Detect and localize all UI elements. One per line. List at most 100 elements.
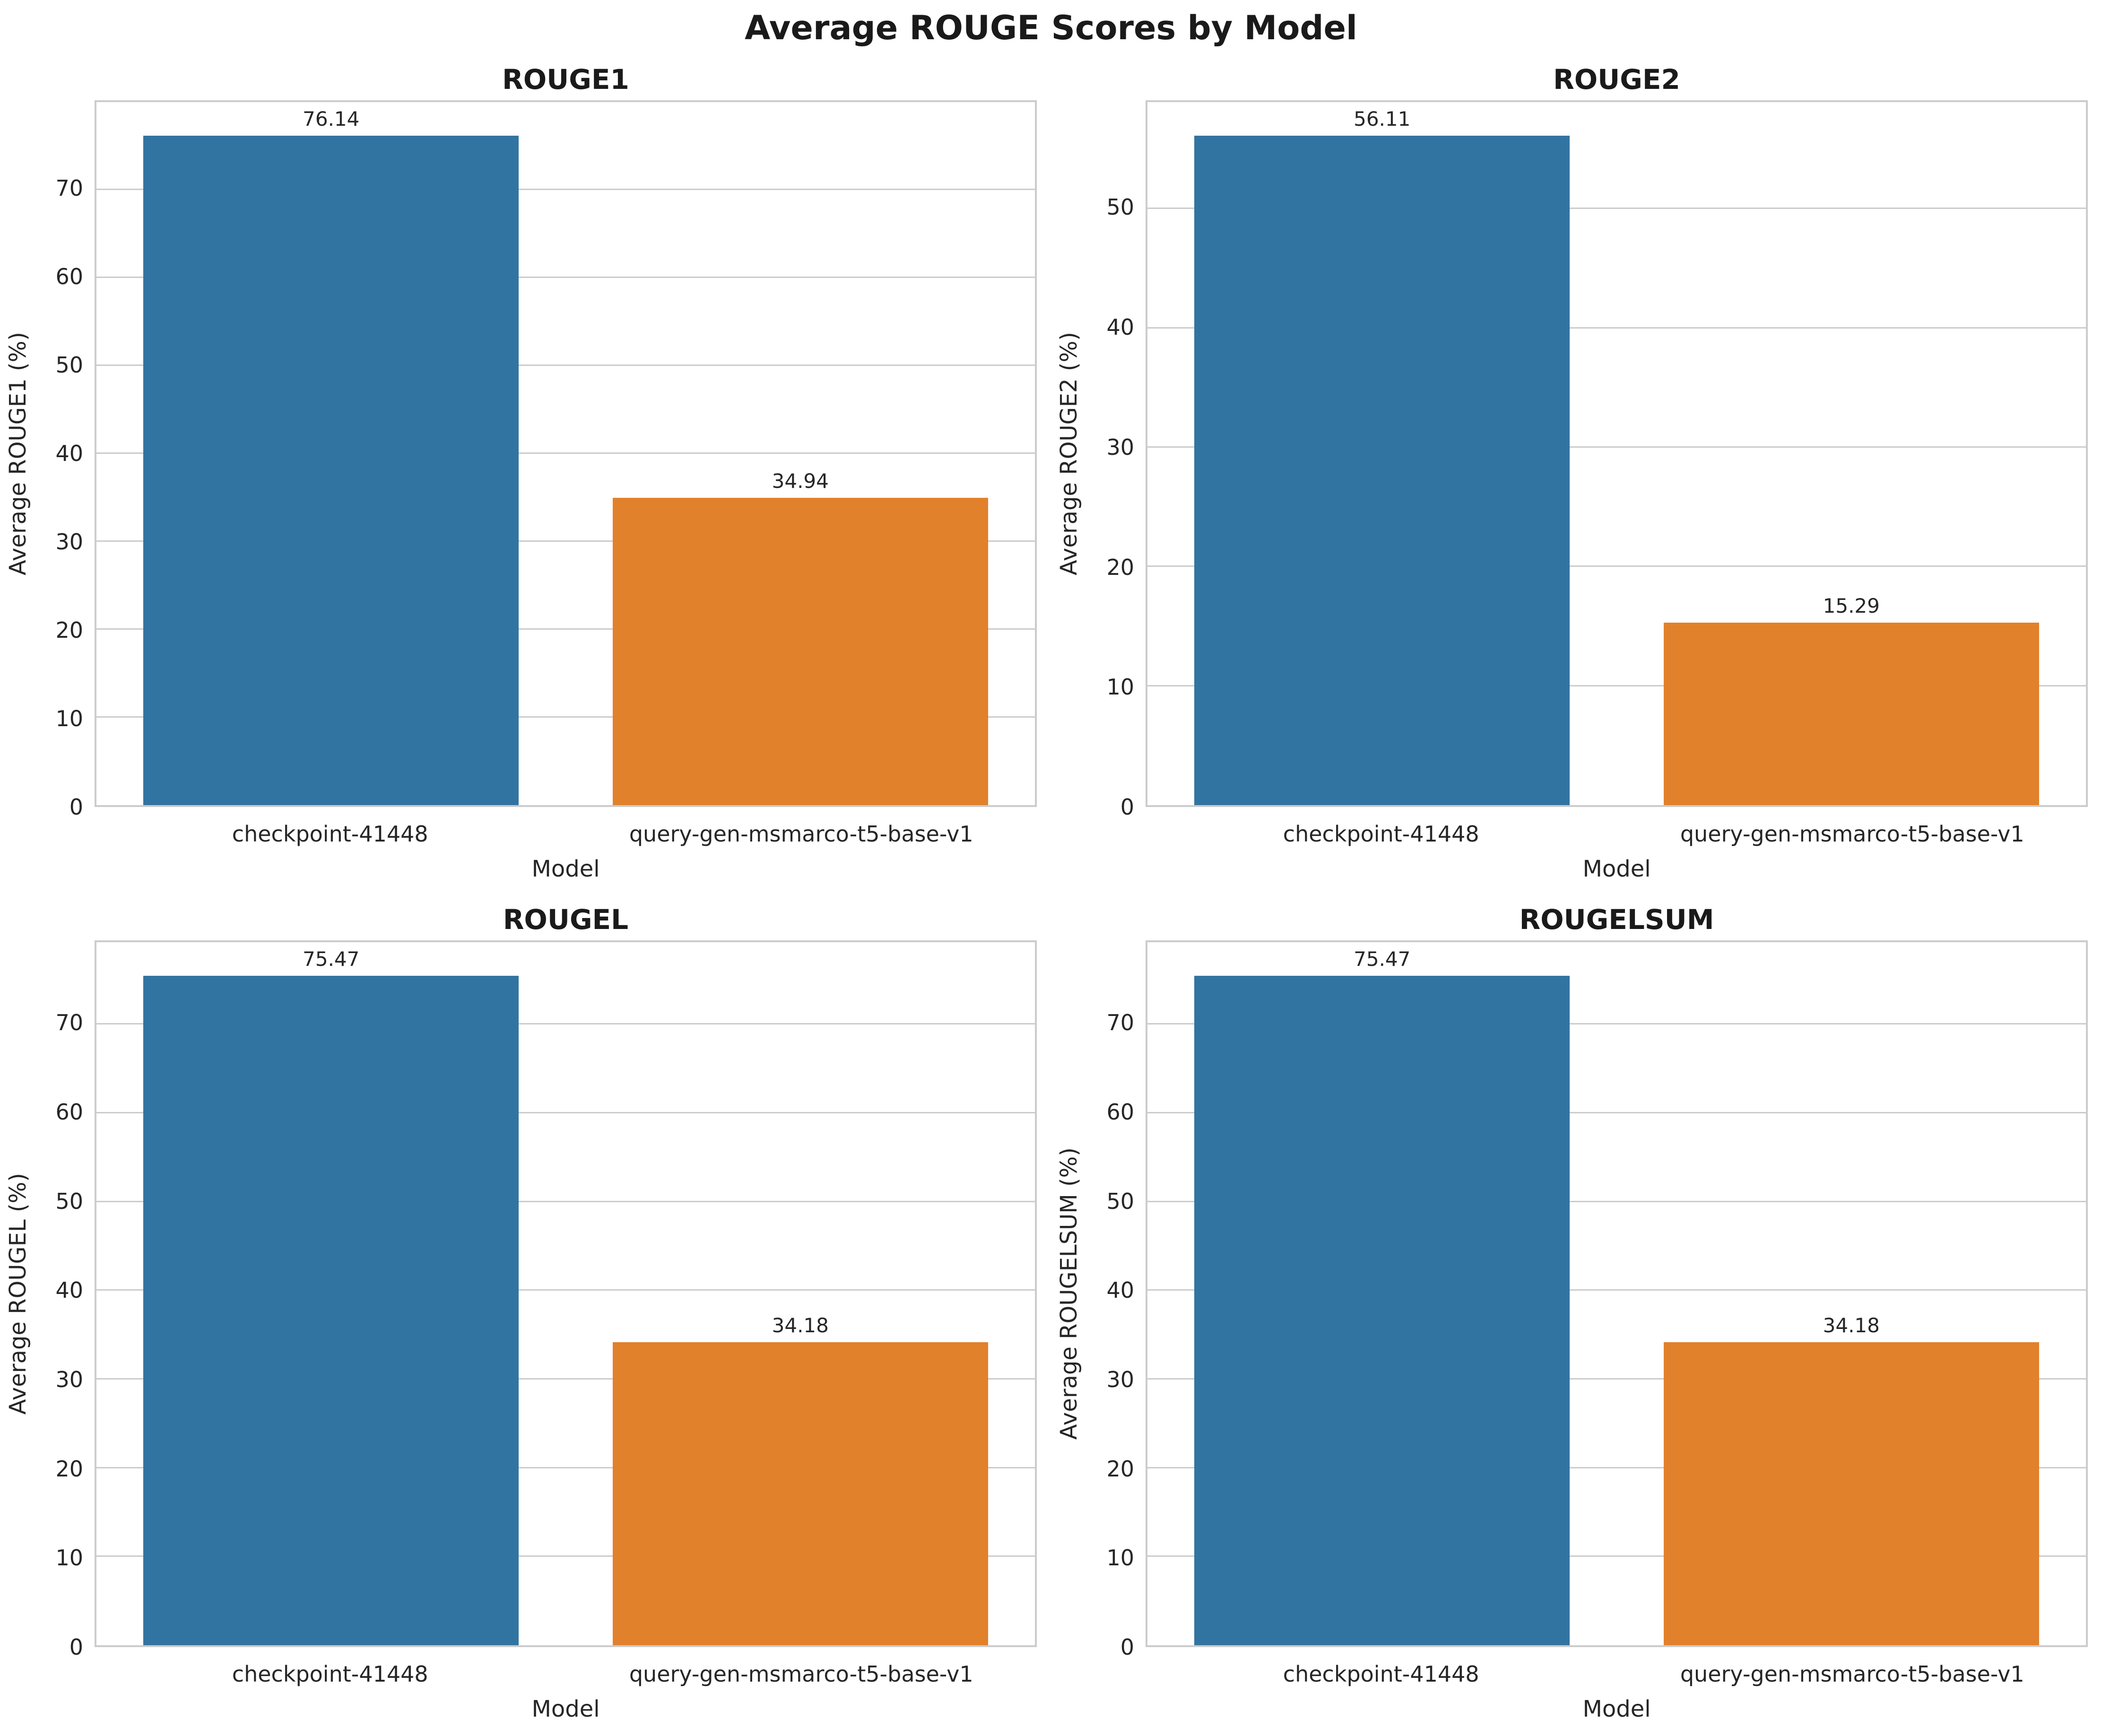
- gridline: [1147, 565, 2086, 567]
- y-tick-label: 20: [1106, 554, 1134, 580]
- y-tick-label: 10: [1106, 1545, 1134, 1571]
- x-axis-label: Model: [1582, 856, 1651, 882]
- gridline: [1147, 1289, 2086, 1291]
- gridline: [1147, 1378, 2086, 1380]
- y-tick-labels: 0 10 20 30 40 50: [1084, 100, 1146, 818]
- gridline: [96, 540, 1035, 542]
- bar-query-gen-msmarco-t5-base-v1: [612, 498, 988, 805]
- bar-checkpoint-41448: [143, 135, 519, 805]
- y-tick-label: 10: [1106, 674, 1134, 700]
- x-tick-labels: checkpoint-41448 query-gen-msmarco-t5-bas…: [1146, 1647, 2088, 1693]
- gridline: [96, 1378, 1035, 1380]
- y-tick-label: 70: [55, 1010, 83, 1036]
- y-tick-label: 0: [1120, 794, 1134, 820]
- gridline: [96, 189, 1035, 191]
- x-tick-labels: checkpoint-41448 query-gen-msmarco-t5-bas…: [95, 807, 1037, 852]
- y-axis-label: Average ROUGE1 (%): [5, 331, 31, 575]
- bar-value-label: 34.94: [772, 469, 829, 493]
- x-axis-label: Model: [1582, 1696, 1651, 1722]
- bar-checkpoint-41448: [143, 975, 519, 1645]
- y-tick-label: 20: [55, 1456, 83, 1482]
- y-tick-label: 30: [1106, 434, 1134, 460]
- gridline: [96, 716, 1035, 718]
- x-tick-label: checkpoint-41448: [1283, 821, 1479, 847]
- gridline: [1147, 446, 2086, 448]
- y-axis-label: Average ROUGELSUM (%): [1056, 1147, 1082, 1440]
- bar-value-label: 34.18: [772, 1313, 829, 1337]
- bar-value-label: 75.47: [303, 947, 360, 971]
- y-tick-labels: 0 10 20 30 40 50 60 70: [1084, 940, 1146, 1658]
- x-tick-labels: checkpoint-41448 query-gen-msmarco-t5-bas…: [1146, 807, 2088, 852]
- bar-value-label: 15.29: [1823, 594, 1880, 618]
- y-tick-label: 60: [1106, 1099, 1134, 1125]
- bar-value-label: 34.18: [1823, 1313, 1880, 1337]
- subplot-rougel: ROUGEL Average ROUGEL (%) 0 10 20 30 40 50 60 7…: [0, 896, 1051, 1736]
- x-tick-label: checkpoint-41448: [232, 1661, 428, 1687]
- y-tick-label: 40: [55, 1277, 83, 1303]
- gridline: [96, 365, 1035, 366]
- y-tick-label: 20: [1106, 1456, 1134, 1482]
- y-tick-label: 30: [1106, 1367, 1134, 1392]
- x-tick-label: query-gen-msmarco-t5-base-v1: [629, 821, 973, 847]
- x-tick-label: query-gen-msmarco-t5-base-v1: [1680, 821, 2024, 847]
- gridline: [96, 1200, 1035, 1202]
- x-tick-label: query-gen-msmarco-t5-base-v1: [1680, 1661, 2024, 1687]
- y-tick-label: 10: [55, 1545, 83, 1571]
- y-tick-label: 40: [1106, 1277, 1134, 1303]
- gridline: [96, 1555, 1035, 1557]
- y-tick-label: 70: [55, 175, 83, 201]
- gridline: [96, 1467, 1035, 1468]
- y-tick-label: 0: [69, 794, 83, 820]
- gridline: [1147, 1555, 2086, 1557]
- gridline: [1147, 327, 2086, 329]
- y-tick-label: 50: [55, 352, 83, 378]
- subplot-rouge2: ROUGE2 Average ROUGE2 (%) 0 10 20 30 40 50 56…: [1051, 56, 2102, 896]
- y-tick-label: 20: [55, 617, 83, 643]
- x-tick-labels: checkpoint-41448 query-gen-msmarco-t5-bas…: [95, 1647, 1037, 1693]
- figure-title: Average ROUGE Scores by Model: [745, 9, 1357, 47]
- y-tick-label: 40: [1106, 314, 1134, 340]
- subplot-grid: ROUGE1 Average ROUGE1 (%) 0 10 20 30 40 50 60 7…: [0, 56, 2102, 1736]
- gridline: [1147, 1023, 2086, 1025]
- gridline: [1147, 685, 2086, 686]
- y-tick-labels: 0 10 20 30 40 50 60 70: [33, 100, 95, 818]
- y-tick-label: 60: [55, 264, 83, 290]
- y-tick-label: 50: [1106, 194, 1134, 220]
- bar-checkpoint-41448: [1194, 975, 1570, 1645]
- bar-query-gen-msmarco-t5-base-v1: [1663, 623, 2039, 805]
- gridline: [1147, 1467, 2086, 1468]
- subplot-title: ROUGE1: [502, 63, 629, 95]
- bar-checkpoint-41448: [1194, 135, 1570, 805]
- subplot-title: ROUGELSUM: [1519, 903, 1714, 936]
- bar-query-gen-msmarco-t5-base-v1: [1663, 1342, 2039, 1645]
- y-tick-label: 0: [1120, 1634, 1134, 1660]
- y-tick-labels: 0 10 20 30 40 50 60 70: [33, 940, 95, 1658]
- subplot-title: ROUGE2: [1553, 63, 1680, 95]
- y-tick-label: 40: [55, 441, 83, 467]
- y-tick-label: 30: [55, 529, 83, 555]
- gridline: [96, 628, 1035, 630]
- y-axis-label: Average ROUGEL (%): [5, 1172, 31, 1415]
- gridline: [1147, 208, 2086, 209]
- y-tick-label: 50: [55, 1188, 83, 1214]
- gridline: [1147, 1200, 2086, 1202]
- x-tick-label: checkpoint-41448: [1283, 1661, 1479, 1687]
- plot-area: 75.47 34.18: [1146, 940, 2088, 1647]
- y-tick-label: 60: [55, 1099, 83, 1125]
- plot-area: 76.14 34.94: [95, 100, 1037, 807]
- y-tick-label: 0: [69, 1634, 83, 1660]
- subplot-title: ROUGEL: [503, 903, 629, 936]
- x-tick-label: query-gen-msmarco-t5-base-v1: [629, 1661, 973, 1687]
- plot-area: 75.47 34.18: [95, 940, 1037, 1647]
- x-axis-label: Model: [531, 856, 600, 882]
- y-tick-label: 70: [1106, 1010, 1134, 1036]
- gridline: [96, 452, 1035, 454]
- bar-value-label: 75.47: [1354, 947, 1411, 971]
- bar-value-label: 76.14: [303, 107, 360, 130]
- y-tick-label: 10: [55, 706, 83, 732]
- subplot-rouge1: ROUGE1 Average ROUGE1 (%) 0 10 20 30 40 50 60 7…: [0, 56, 1051, 896]
- gridline: [96, 1289, 1035, 1291]
- x-axis-label: Model: [531, 1696, 600, 1722]
- y-tick-label: 30: [55, 1367, 83, 1392]
